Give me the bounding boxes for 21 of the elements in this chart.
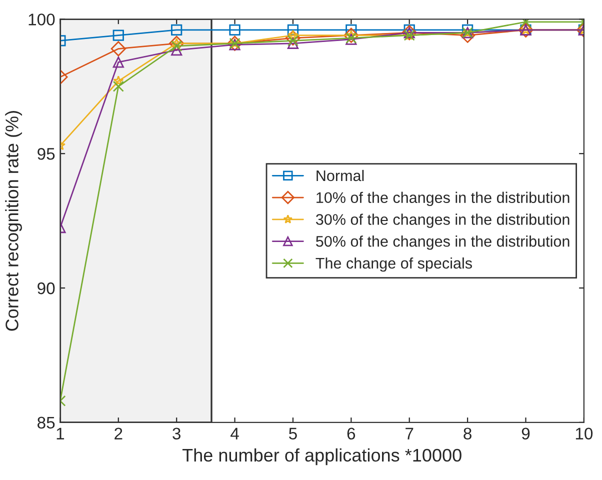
y-tick-label: 100 (28, 14, 55, 26)
x-tick-label: 6 (347, 428, 356, 440)
x-tick-label: 9 (522, 428, 530, 440)
x-tick-label: 10 (576, 428, 593, 440)
x-axis-title: The number of applications *10000 (182, 448, 462, 466)
y-axis-title: Correct recognition rate (%) (5, 111, 22, 331)
legend-label: 50% of the changes in the distribution (316, 236, 570, 250)
legend-label: 10% of the changes in the distribution (316, 192, 570, 206)
x-tick-label: 3 (172, 428, 180, 440)
x-tick-label: 8 (464, 428, 472, 440)
x-tick-label: 5 (289, 428, 297, 440)
legend-label: The change of specials (316, 257, 472, 272)
y-tick-label: 85 (38, 416, 55, 429)
x-tick-label: 4 (230, 428, 239, 440)
x-tick-label: 1 (56, 428, 64, 440)
y-tick-label: 90 (38, 282, 55, 294)
x-tick-label: 2 (114, 428, 122, 440)
legend-label: 30% of the changes in the distribution (316, 214, 570, 228)
legend-label: Normal (316, 170, 364, 182)
y-tick-label: 95 (38, 148, 55, 160)
x-tick-label: 7 (406, 428, 414, 440)
